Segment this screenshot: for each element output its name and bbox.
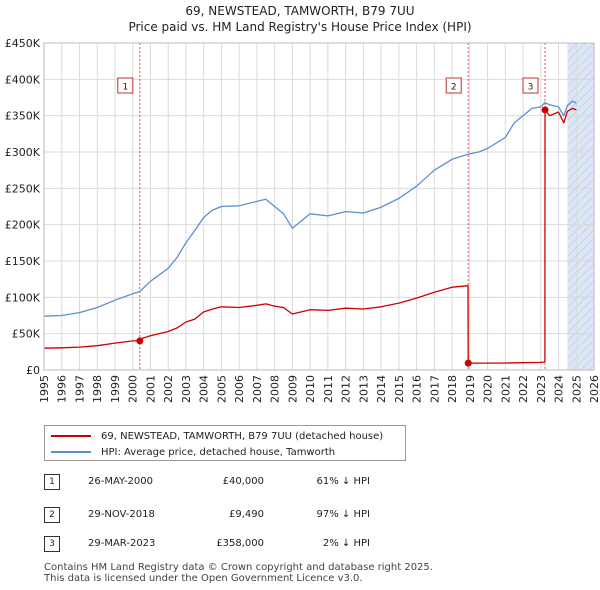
x-tick-label: 2007 [251,375,264,403]
x-tick-label: 2001 [144,375,157,403]
x-tick-label: 2002 [162,375,175,403]
x-tick-label: 2017 [428,375,441,403]
event-marker-label: 3 [528,83,534,93]
y-tick-label: £300K [5,146,41,159]
sale-point-marker [464,359,472,367]
x-tick-label: 2008 [269,375,282,403]
transaction-hpi-diff: 2% ↓ HPI [322,538,370,549]
x-tick-label: 2009 [286,375,299,403]
y-tick-label: £250K [5,182,41,195]
y-tick-label: £0 [26,364,40,377]
legend-item-price-paid: 69, NEWSTEAD, TAMWORTH, B79 7UU (detache… [51,428,383,444]
event-marker-label: 1 [122,83,128,93]
x-tick-label: 2021 [499,375,512,403]
legend-label-price-paid: 69, NEWSTEAD, TAMWORTH, B79 7UU (detache… [101,430,384,442]
x-tick-label: 1995 [38,375,51,403]
plot-border [43,42,595,371]
plot-area [44,43,594,370]
x-tick-label: 2014 [375,375,388,403]
x-tick-label: 1997 [73,375,86,403]
event-marker-label: 2 [451,83,457,93]
x-tick-label: 2018 [446,375,459,403]
y-tick-label: £350K [5,110,41,123]
x-tick-label: 2003 [180,375,193,403]
chart-legend: 69, NEWSTEAD, TAMWORTH, B79 7UU (detache… [44,425,406,461]
x-tick-label: 1998 [91,375,104,403]
x-tick-label: 2023 [535,375,548,403]
sale-point-marker [541,106,549,114]
transaction-price: £9,490 [229,509,264,520]
y-tick-label: £200K [5,219,41,232]
y-tick-label: £400K [5,73,41,86]
legend-swatch-hpi [51,451,91,453]
y-tick-label: £50K [12,328,41,341]
x-tick-label: 1999 [109,375,122,403]
x-tick-label: 2022 [517,375,530,403]
footer-license: This data is licensed under the Open Gov… [44,573,363,584]
x-tick-label: 2004 [198,375,211,403]
x-tick-label: 1996 [56,375,69,403]
event-marker-box [522,77,539,94]
legend-item-hpi: HPI: Average price, detached house, Tamw… [51,444,335,460]
x-tick-label: 2016 [411,375,424,403]
transaction-date: 26-MAY-2000 [88,476,154,487]
event-marker-box [117,77,134,94]
hpi-series-line [43,100,577,317]
transaction-price: £358,000 [216,538,264,549]
chart-subtitle: Price paid vs. HM Land Registry's House … [128,20,472,34]
x-tick-label: 2026 [588,375,600,403]
x-tick-label: 2000 [127,375,140,403]
x-tick-label: 2015 [393,375,406,403]
x-tick-label: 2019 [464,375,477,403]
transaction-hpi-diff: 97% ↓ HPI [316,509,370,520]
footer-copyright: Contains HM Land Registry data © Crown c… [44,562,433,573]
x-tick-label: 2024 [553,375,566,403]
transaction-date: 29-NOV-2018 [88,509,155,520]
transaction-row: 1 26-MAY-2000 £40,000 61% ↓ HPI [44,474,464,492]
x-tick-label: 2012 [340,375,353,403]
sale-point-marker [136,337,144,345]
forecast-shade [567,43,594,370]
transaction-price: £40,000 [222,476,264,487]
transaction-row: 3 29-MAR-2023 £358,000 2% ↓ HPI [44,536,464,554]
price-paid-series-line [43,107,577,364]
x-tick-label: 2005 [215,375,228,403]
transaction-date: 29-MAR-2023 [88,538,156,549]
y-tick-label: £100K [5,291,41,304]
transaction-hpi-diff: 61% ↓ HPI [316,476,370,487]
y-tick-label: £150K [5,255,41,268]
transaction-row: 2 29-NOV-2018 £9,490 97% ↓ HPI [44,507,464,525]
event-marker-box [445,77,462,94]
x-tick-label: 2025 [570,375,583,403]
footer: Contains HM Land Registry data © Crown c… [44,562,433,584]
legend-swatch-price-paid [51,435,91,437]
price-chart: 1 2 3 £0 £50K £100K £150K £200K £250K £300K £350K £… [5,37,600,403]
transaction-number-badge: 2 [44,507,60,523]
x-tick-label: 2013 [357,375,370,403]
transaction-number-badge: 1 [44,474,60,490]
chart-title: 69, NEWSTEAD, TAMWORTH, B79 7UU [185,4,415,18]
transaction-number-badge: 3 [44,536,60,552]
legend-label-hpi: HPI: Average price, detached house, Tamw… [101,446,336,458]
x-tick-label: 2006 [233,375,246,403]
x-tick-label: 2020 [482,375,495,403]
y-tick-label: £450K [5,37,41,50]
x-tick-label: 2011 [322,375,335,403]
x-tick-label: 2010 [304,375,317,403]
